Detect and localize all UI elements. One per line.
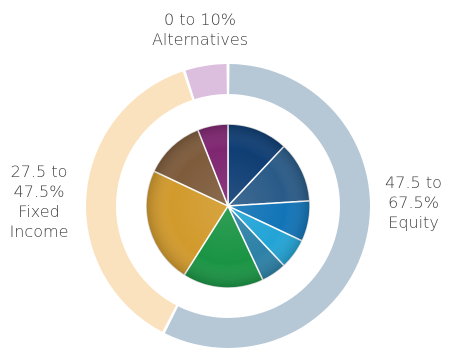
outer-donut-ring (86, 64, 371, 349)
alternatives-range: 0 to 10% (164, 10, 236, 29)
alternatives-label: 0 to 10% Alternatives (120, 10, 280, 50)
equity-range-line2: 67.5% (388, 193, 439, 212)
fixed-income-name-line2: Income (9, 222, 69, 241)
equity-name: Equity (388, 213, 439, 232)
ring-segment-fixed-income (86, 71, 193, 332)
alternatives-name: Alternatives (151, 30, 249, 49)
equity-label: 47.5 to 67.5% Equity (378, 173, 449, 233)
equity-range-line1: 47.5 to (385, 173, 442, 192)
ring-segment-equity (164, 64, 371, 349)
ring-segment-alternatives (185, 64, 227, 100)
fixed-income-name-line1: Fixed (18, 202, 60, 221)
inner-pie (145, 123, 311, 289)
fixed-income-range-line2: 47.5% (13, 182, 65, 201)
fixed-income-label: 27.5 to 47.5% Fixed Income (0, 162, 78, 242)
fixed-income-range-line1: 27.5 to (10, 162, 68, 181)
